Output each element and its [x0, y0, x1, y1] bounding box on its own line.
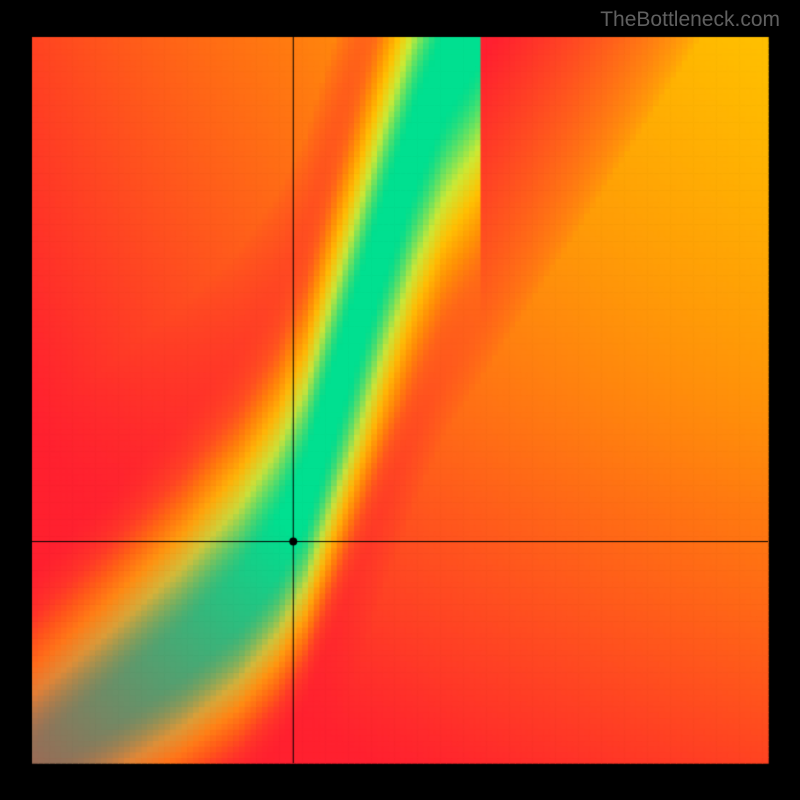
bottleneck-heatmap	[0, 0, 800, 800]
watermark-text: TheBottleneck.com	[600, 8, 780, 32]
